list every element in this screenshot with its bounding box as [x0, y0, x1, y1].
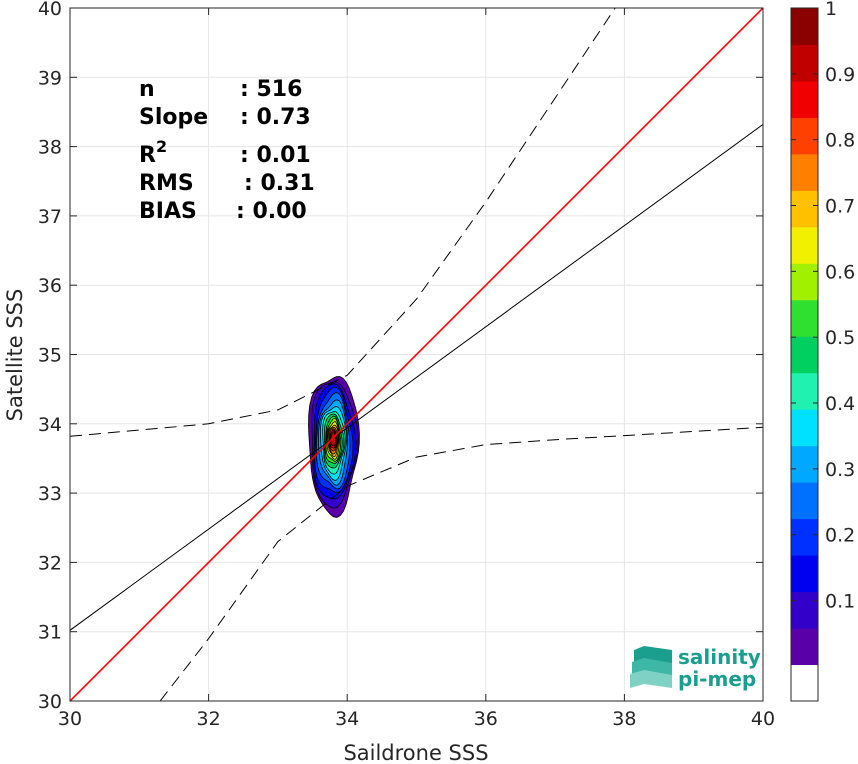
colorbar-segment: [791, 8, 818, 45]
colorbar-segment: [791, 664, 818, 702]
y-axis-label: Satellite SSS: [3, 289, 27, 422]
colorbar-tick-label: 0.4: [825, 393, 855, 415]
salinity-pi-mep-logo: salinity pi-mep: [630, 645, 761, 691]
colorbar-tick-label: 0.2: [825, 525, 855, 547]
colorbar-segment: [791, 409, 818, 447]
logo-line2: pi-mep: [678, 667, 756, 691]
y-tick-label: 40: [38, 0, 62, 20]
grid: [69, 7, 764, 702]
colorbar-tick-label: 0.9: [825, 64, 855, 86]
stat-value-r: : 0.01: [240, 143, 311, 168]
upper-envelope-line: [70, 8, 616, 437]
colorbar-tick-label: 0.8: [825, 130, 855, 152]
stat-label-slope: Slope: [139, 105, 208, 130]
colorbar-segment: [791, 299, 818, 337]
x-tick-label: 32: [197, 708, 221, 730]
x-tick-label: 40: [751, 708, 775, 730]
x-tick-label: 38: [612, 708, 636, 730]
y-tick-label: 30: [38, 691, 62, 713]
density-contours: [308, 376, 360, 518]
y-tick-label: 36: [38, 275, 62, 297]
stat-value-rms: : 0.31: [244, 171, 315, 196]
colorbar-segment: [791, 518, 818, 556]
y-tick-label: 33: [38, 483, 62, 505]
colorbar-segment: [791, 628, 818, 666]
colorbar-segment: [791, 591, 818, 629]
colorbar: 0.1 0.2 0.3 0.4 0.5 0.6 0.7 0.8 0.9 1: [790, 0, 855, 702]
y-axis: 30 31 32 33 34 35 36 37 38 39 40: [38, 0, 763, 713]
colorbar-segment: [791, 80, 818, 118]
x-tick-label: 36: [474, 708, 498, 730]
colorbar-segment: [791, 263, 818, 301]
y-tick-label: 35: [38, 345, 62, 367]
regression-lines: [70, 8, 763, 701]
identity-line: [70, 8, 763, 701]
colorbar-tick-label: 0.5: [825, 327, 855, 349]
colorbar-segment: [791, 555, 818, 593]
colorbar-frame: [790, 7, 819, 702]
stat-label-bias: BIAS: [139, 199, 197, 224]
fit-line: [70, 123, 763, 631]
colorbar-segment: [791, 153, 818, 191]
colorbar-tick-label: 0.1: [825, 591, 855, 613]
y-tick-label: 39: [38, 67, 62, 89]
colorbar-segment: [791, 445, 818, 483]
stat-value-bias: : 0.00: [236, 199, 307, 224]
colorbar-segment: [791, 117, 818, 155]
stat-value-n: : 516: [240, 77, 302, 102]
colorbar-segment: [791, 482, 818, 520]
x-tick-label: 34: [335, 708, 359, 730]
colorbar-tick-label: 0.7: [825, 196, 855, 218]
x-axis-label: Saildrone SSS: [343, 741, 488, 764]
stat-value-slope: : 0.73: [240, 105, 311, 130]
lower-envelope-line: [159, 426, 763, 701]
colorbar-segment: [791, 372, 818, 410]
colorbar-segment: [791, 190, 818, 228]
y-tick-label: 37: [38, 206, 62, 228]
stat-label-n: n: [139, 77, 155, 102]
stat-label-rms: RMS: [139, 171, 194, 196]
wave-logo-icon: [630, 646, 672, 688]
y-tick-label: 31: [38, 622, 62, 644]
y-tick-label: 34: [38, 414, 62, 436]
y-tick-label: 38: [38, 137, 62, 159]
colorbar-tick-label: 0.6: [825, 261, 855, 283]
x-tick-label: 30: [58, 708, 82, 730]
colorbar-segment: [791, 226, 818, 264]
colorbar-segment: [791, 336, 818, 374]
x-axis: 30 32 34 36 38 40: [58, 8, 775, 730]
colorbar-tick-label: 1: [825, 0, 837, 20]
logo-line1: salinity: [678, 645, 761, 669]
colorbar-segment: [791, 44, 818, 82]
y-tick-label: 32: [38, 552, 62, 574]
colorbar-tick-label: 0.3: [825, 459, 855, 481]
